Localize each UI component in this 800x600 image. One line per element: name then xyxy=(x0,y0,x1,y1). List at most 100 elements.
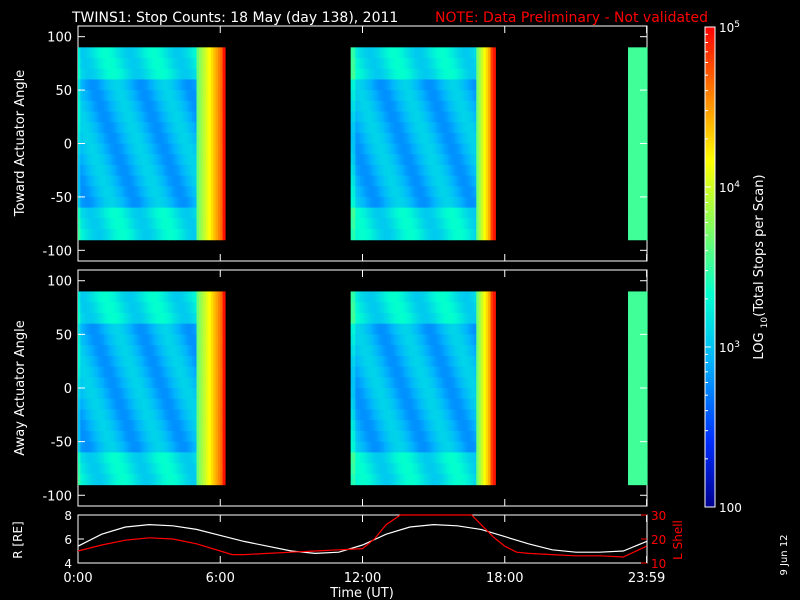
heatmap-cell xyxy=(417,452,420,464)
heatmap-cell xyxy=(134,79,138,91)
heatmap-cell xyxy=(80,164,84,177)
heatmap-cell xyxy=(111,420,115,432)
heatmap-cell xyxy=(78,122,81,134)
heatmap-cell xyxy=(163,323,167,335)
heatmap-cell xyxy=(462,398,466,411)
heatmap-cell xyxy=(459,291,463,303)
heatmap-cell xyxy=(360,345,364,357)
heatmap-cell xyxy=(628,218,631,230)
heatmap-cell xyxy=(473,122,477,134)
heatmap-cell xyxy=(149,143,153,155)
heatmap-cell xyxy=(428,334,432,346)
heatmap-cell xyxy=(431,196,435,209)
heatmap-cell xyxy=(364,334,368,346)
heatmap-cell xyxy=(106,186,110,198)
heatmap-cell xyxy=(362,122,366,134)
heatmap-cell xyxy=(488,323,492,335)
heatmap-cell xyxy=(123,100,127,113)
heatmap-cell xyxy=(85,154,89,166)
heatmap-cell xyxy=(160,377,164,389)
heatmap-cell xyxy=(168,143,172,155)
heatmap-cell xyxy=(142,218,145,230)
heatmap-cell xyxy=(492,291,496,303)
heatmap-cell xyxy=(170,302,174,314)
heatmap-cell xyxy=(371,377,375,389)
heatmap-cell xyxy=(398,366,402,378)
heatmap-cell xyxy=(478,100,482,113)
heatmap-cell xyxy=(82,302,86,314)
heatmap-cell xyxy=(414,409,418,421)
heatmap-cell xyxy=(400,143,404,155)
heatmap-cell xyxy=(490,68,494,81)
heatmap-cell xyxy=(96,218,100,230)
heatmap-cell xyxy=(395,175,399,187)
heatmap-cell xyxy=(165,409,169,421)
heatmap-cell xyxy=(146,377,150,389)
heatmap-cell xyxy=(146,164,150,177)
heatmap-cell xyxy=(108,154,112,166)
heatmap-cell xyxy=(89,68,93,81)
heatmap-cell xyxy=(120,132,124,145)
heatmap-cell xyxy=(360,420,364,432)
heatmap-cell xyxy=(198,473,202,486)
heatmap-cell xyxy=(428,132,432,145)
heatmap-cell xyxy=(222,441,226,453)
heatmap-cell xyxy=(398,143,402,155)
heatmap-cell xyxy=(478,291,482,303)
heatmap-cell xyxy=(402,68,406,81)
heatmap-cell xyxy=(369,47,373,59)
heatmap-cell xyxy=(137,388,141,400)
heatmap-cell xyxy=(360,90,364,102)
heatmap-cell xyxy=(137,323,141,335)
heatmap-cell xyxy=(440,132,444,145)
heatmap-cell xyxy=(80,47,84,59)
heatmap-cell xyxy=(111,291,115,303)
heatmap-cell xyxy=(108,452,112,464)
heatmap-cell xyxy=(409,122,413,134)
heatmap-cell xyxy=(426,79,430,91)
heatmap-cell xyxy=(357,323,361,335)
heatmap-cell xyxy=(424,207,428,219)
heatmap-cell xyxy=(170,186,174,198)
heatmap-cell xyxy=(160,366,164,378)
heatmap-cell xyxy=(424,323,428,335)
heatmap-cell xyxy=(127,68,131,81)
heatmap-cell xyxy=(168,377,172,389)
heatmap-cell xyxy=(426,154,430,166)
heatmap-cell xyxy=(163,291,167,303)
heatmap-cell xyxy=(96,79,100,91)
heatmap-cell xyxy=(203,207,207,219)
heatmap-cell xyxy=(158,291,162,303)
heatmap-cell xyxy=(179,441,183,453)
heatmap-cell xyxy=(217,409,221,421)
heatmap-cell xyxy=(421,388,425,400)
heatmap-cell xyxy=(436,207,439,219)
heatmap-cell xyxy=(182,334,186,346)
heatmap-cell xyxy=(469,196,473,209)
heatmap-cell xyxy=(137,90,141,102)
heatmap-cell xyxy=(369,79,373,91)
heatmap-cell xyxy=(151,122,155,134)
heatmap-cell xyxy=(130,473,134,486)
heatmap-cell xyxy=(386,345,390,357)
heatmap-cell xyxy=(137,68,141,81)
heatmap-cell xyxy=(405,218,409,230)
heatmap-cell xyxy=(438,355,442,368)
heatmap-cell xyxy=(115,196,119,209)
heatmap-cell xyxy=(158,111,162,123)
heatmap-cell xyxy=(89,122,93,134)
heatmap-cell xyxy=(424,228,428,241)
heatmap-cell xyxy=(357,79,361,91)
heatmap-cell xyxy=(160,430,164,443)
heatmap-cell xyxy=(187,334,191,346)
heatmap-cell xyxy=(99,100,103,113)
heatmap-cell xyxy=(158,312,162,325)
heatmap-cell xyxy=(111,355,115,368)
heatmap-cell xyxy=(158,452,162,464)
heatmap-cell xyxy=(156,100,160,113)
heatmap-cell xyxy=(87,175,91,187)
heatmap-cell xyxy=(424,218,428,230)
heatmap-cell xyxy=(123,334,127,346)
heatmap-cell xyxy=(405,377,409,389)
